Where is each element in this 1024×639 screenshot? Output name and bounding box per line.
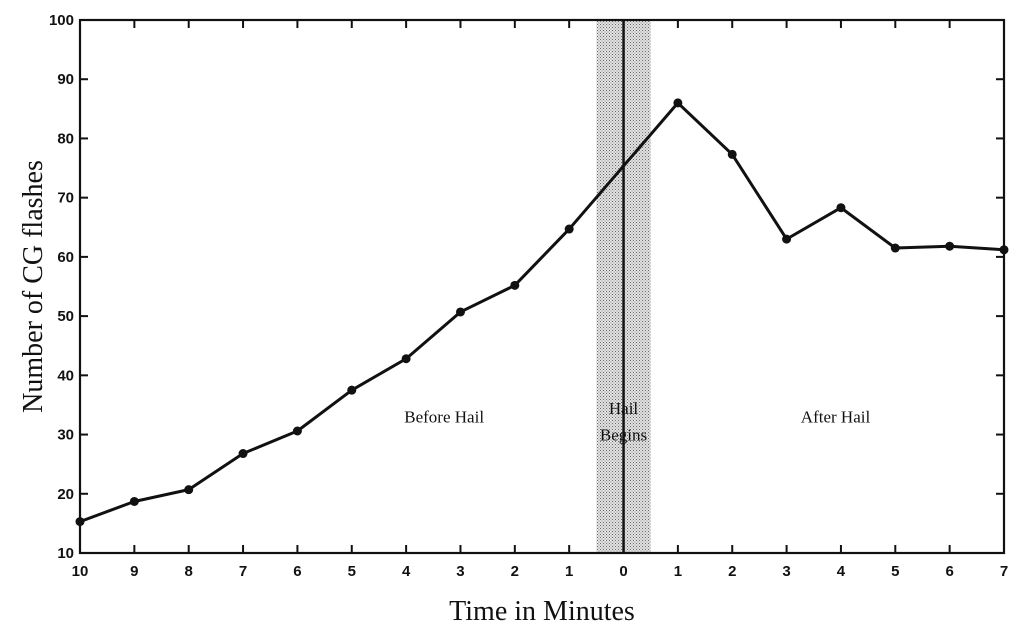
y-tick-labels: 10 20 30 40 50 60 70 80 90 100: [49, 12, 74, 562]
data-point: [673, 98, 683, 108]
y-tick-label: 50: [57, 308, 74, 325]
axis-ticks: [79, 19, 1005, 554]
y-tick-label: 70: [57, 190, 74, 207]
data-point: [129, 496, 139, 506]
x-tick-label: 6: [945, 563, 953, 580]
x-tick-label: 3: [782, 563, 790, 580]
x-tick-labels: 10 9 8 7 6 5 4 3 2 1 0 1 2 3 4 5 6 7: [72, 563, 1009, 580]
data-point: [184, 485, 194, 495]
series-line: [79, 101, 1005, 524]
y-tick-label: 10: [57, 545, 74, 562]
x-tick-label: 4: [402, 563, 411, 580]
x-tick-label: 9: [130, 563, 138, 580]
y-tick-label: 20: [57, 486, 74, 503]
x-tick-label: 5: [348, 563, 356, 580]
data-point: [238, 449, 248, 459]
data-point: [347, 385, 357, 395]
x-tick-label: 1: [565, 563, 573, 580]
y-tick-label: 40: [57, 367, 74, 384]
annotation-label: After Hail: [801, 408, 871, 427]
x-tick-label: 1: [674, 563, 682, 580]
data-points: [75, 98, 1009, 527]
data-point: [945, 241, 955, 251]
data-point: [510, 280, 520, 290]
data-point: [727, 149, 737, 159]
y-tick-label: 30: [57, 427, 74, 444]
x-tick-label: 7: [1000, 563, 1008, 580]
plot-frame: [78, 18, 1006, 555]
data-point: [836, 203, 846, 213]
data-point: [401, 354, 411, 364]
x-tick-label: 2: [511, 563, 519, 580]
x-tick-label: 4: [837, 563, 846, 580]
x-tick-label: 10: [72, 563, 89, 580]
data-point: [292, 426, 302, 436]
y-tick-label: 60: [57, 249, 74, 266]
annotation-label: Before Hail: [404, 408, 484, 427]
x-tick-label: 8: [185, 563, 193, 580]
annotation-label: Begins: [600, 425, 647, 444]
x-tick-label: 6: [293, 563, 301, 580]
x-tick-label: 5: [891, 563, 899, 580]
x-axis-title: Time in Minutes: [449, 596, 635, 627]
data-point: [890, 243, 900, 253]
data-point: [782, 234, 792, 244]
x-tick-label: 0: [619, 563, 627, 580]
y-tick-label: 90: [57, 71, 74, 88]
y-tick-label: 80: [57, 130, 74, 147]
data-point: [564, 224, 574, 234]
annotation-label: Hail: [609, 399, 639, 418]
annotations: Before Hail Hail Begins After Hail: [404, 399, 870, 445]
y-tick-label: 100: [49, 12, 74, 29]
x-tick-label: 2: [728, 563, 736, 580]
x-tick-label: 3: [456, 563, 464, 580]
y-axis-title: Number of CG flashes: [18, 160, 49, 413]
data-point: [455, 307, 465, 317]
x-tick-label: 7: [239, 563, 247, 580]
